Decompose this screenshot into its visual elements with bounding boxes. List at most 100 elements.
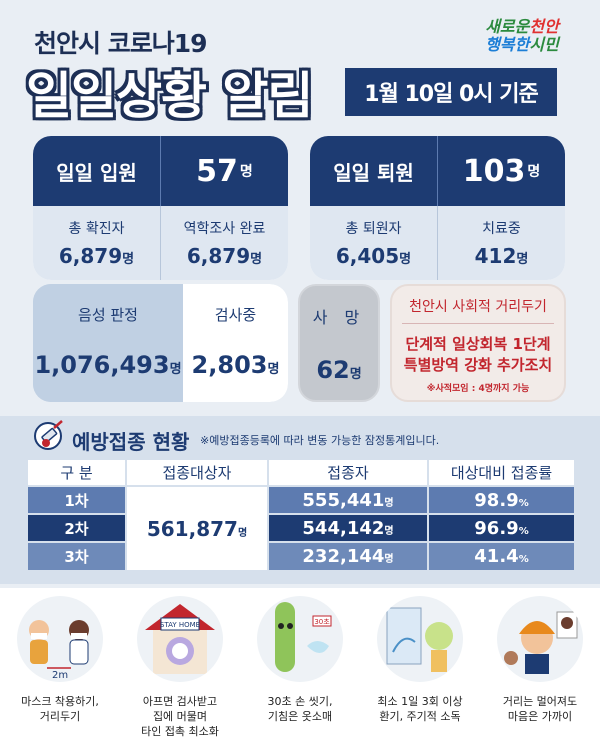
vaccinated-cell: 555,441명 [268, 485, 429, 514]
col-header-category: 구 분 [28, 460, 127, 486]
seconds-sign: 30초 [314, 618, 330, 626]
rule-caption: 최소 1일 3회 이상 환기, 주기적 소독 [377, 695, 463, 723]
logo-word-2: 천안 [529, 17, 559, 36]
rate-value: 98.9 [474, 489, 519, 511]
total-confirmed-value: 6,879 [58, 244, 123, 268]
rate-cell: 96.9% [428, 513, 576, 542]
death-label: 사 망 [312, 308, 366, 327]
distance-sign: 2m [52, 670, 68, 681]
test-results-card: 음성 판정 1,076,493명 검사중 2,803명 [33, 284, 288, 402]
rule-stay-home: STAY HOME 아프면 검사받고 집에 머물며 타인 접촉 최소화 [130, 592, 230, 739]
stay-home-sign: STAY HOME [160, 621, 200, 629]
rule-caption: 거리는 멀어져도 마음은 가까이 [502, 695, 578, 723]
distancing-title: 천안시 사회적 거리두기 [402, 296, 554, 324]
rule-connection: 거리는 멀어져도 마음은 가까이 [490, 592, 590, 724]
death-unit: 명 [349, 367, 362, 382]
negative-value-wrap: 1,076,493명 [34, 351, 181, 379]
testing-unit: 명 [267, 362, 280, 377]
col-header-vaccinated: 접종자 [268, 460, 429, 486]
table-row: 2차 544,142명 96.9% [28, 513, 576, 542]
vaccinated-unit: 명 [384, 554, 394, 565]
total-discharged-unit: 명 [399, 252, 412, 267]
target-cell: 561,877명 [126, 485, 269, 570]
in-treatment-value-wrap: 412명 [475, 244, 529, 268]
rule-caption: 마스크 착용하기, 거리두기 [21, 695, 99, 723]
in-treatment-value: 412 [474, 244, 517, 268]
syringe-icon [34, 420, 63, 450]
people-icon: 2m [29, 620, 89, 681]
rate-unit: % [518, 554, 529, 565]
table-row: 3차 232,144명 41.4% [28, 541, 576, 570]
logo-word-3: 행복한 [485, 35, 530, 54]
in-treatment: 치료중 412명 [437, 206, 565, 280]
admission-value: 57 [196, 153, 238, 189]
handwash-illustration: 30초 [257, 596, 343, 682]
vaccination-table: 구 분 접종대상자 접종자 대상대비 접종률 1차 561,877명 555,4… [28, 460, 576, 570]
discharge-card: 일일 퇴원 103 명 총 퇴원자 6,405명 치료중 412명 [310, 136, 565, 280]
vaccinated-value: 555,441 [302, 489, 385, 511]
vaccinated-unit: 명 [384, 525, 394, 537]
distancing-line-1: 단계적 일상회복 1단계 [405, 335, 551, 353]
vaccinated-value: 544,142 [302, 517, 385, 539]
testing-label: 검사중 [214, 306, 257, 324]
epi-investigation: 역학조사 완료 6,879명 [160, 206, 288, 280]
stay-home-illustration: STAY HOME [137, 596, 223, 682]
negative-unit: 명 [169, 362, 182, 377]
total-confirmed-unit: 명 [122, 252, 135, 267]
connection-illustration [497, 596, 583, 682]
distancing-card: 천안시 사회적 거리두기 단계적 일상회복 1단계 특별방역 강화 추가조치 ※… [390, 284, 566, 402]
negative-label: 음성 판정 [78, 306, 138, 324]
rate-unit: % [518, 497, 529, 509]
epi-investigation-label: 역학조사 완료 [183, 221, 266, 237]
total-confirmed-label: 총 확진자 [68, 221, 125, 237]
target-unit: 명 [237, 527, 248, 539]
date-badge: 1월 10일 0시 기준 [345, 68, 557, 116]
people-chat-icon [504, 611, 578, 674]
rule-handwash: 30초 30초 손 씻기, 기침은 옷소매 [250, 592, 350, 724]
total-confirmed-value-wrap: 6,879명 [59, 244, 134, 268]
negative-value: 1,076,493 [34, 351, 170, 379]
vaccination-title: 예방접종 현황 [72, 430, 190, 454]
target-value: 561,877 [146, 516, 238, 541]
in-treatment-unit: 명 [516, 252, 529, 267]
dose-label: 2차 [28, 513, 127, 542]
distancing-line-2: 특별방역 강화 추가조치 [403, 356, 553, 374]
admission-unit: 명 [239, 164, 253, 180]
hand-wash-icon: 30초 [275, 602, 332, 672]
in-treatment-label: 치료중 [482, 221, 521, 237]
rule-caption: 30초 손 씻기, 기침은 옷소매 [267, 695, 333, 723]
epi-investigation-unit: 명 [250, 252, 263, 267]
col-header-target: 접종대상자 [126, 460, 269, 486]
discharge-label: 일일 퇴원 [310, 136, 438, 206]
vaccination-note: ※예방접종등록에 따라 변동 가능한 잠정통계입니다. [200, 434, 440, 447]
admission-value-cell: 57 명 [161, 136, 288, 206]
rate-unit: % [518, 525, 529, 537]
total-discharged-value-wrap: 6,405명 [336, 244, 411, 268]
ventilation-illustration [377, 596, 463, 682]
death-card: 사 망 62명 [298, 284, 380, 402]
death-value: 62 [316, 356, 350, 384]
header-title: 일일상황 알림 [26, 67, 313, 125]
window-icon [386, 607, 453, 672]
rate-cell: 41.4% [428, 541, 576, 570]
distancing-measures: 단계적 일상회복 1단계 특별방역 강화 추가조치 [392, 334, 564, 376]
logo-word-1: 새로운 [485, 17, 530, 36]
mask-distance-illustration: 2m [17, 596, 103, 682]
logo-word-4: 시민 [529, 35, 559, 54]
city-logo: 새로운천안 행복한시민 [470, 18, 574, 54]
epi-investigation-value-wrap: 6,879명 [187, 244, 262, 268]
death-value-wrap: 62명 [316, 356, 361, 384]
house-icon: STAY HOME [145, 604, 215, 674]
vaccinated-value: 232,144 [302, 546, 385, 567]
vaccinated-cell: 232,144명 [268, 541, 429, 570]
rule-mask: 2m 마스크 착용하기, 거리두기 [10, 592, 110, 724]
rule-ventilation: 최소 1일 3회 이상 환기, 주기적 소독 [370, 592, 470, 724]
negative-panel: 음성 판정 1,076,493명 [33, 284, 183, 402]
dose-label: 3차 [28, 541, 127, 570]
col-header-rate: 대상대비 접종률 [428, 460, 576, 486]
testing-value-wrap: 2,803명 [192, 351, 280, 379]
discharge-unit: 명 [527, 164, 541, 180]
total-confirmed: 총 확진자 6,879명 [33, 206, 160, 280]
total-discharged-label: 총 퇴원자 [345, 221, 402, 237]
epi-investigation-value: 6,879 [186, 244, 251, 268]
